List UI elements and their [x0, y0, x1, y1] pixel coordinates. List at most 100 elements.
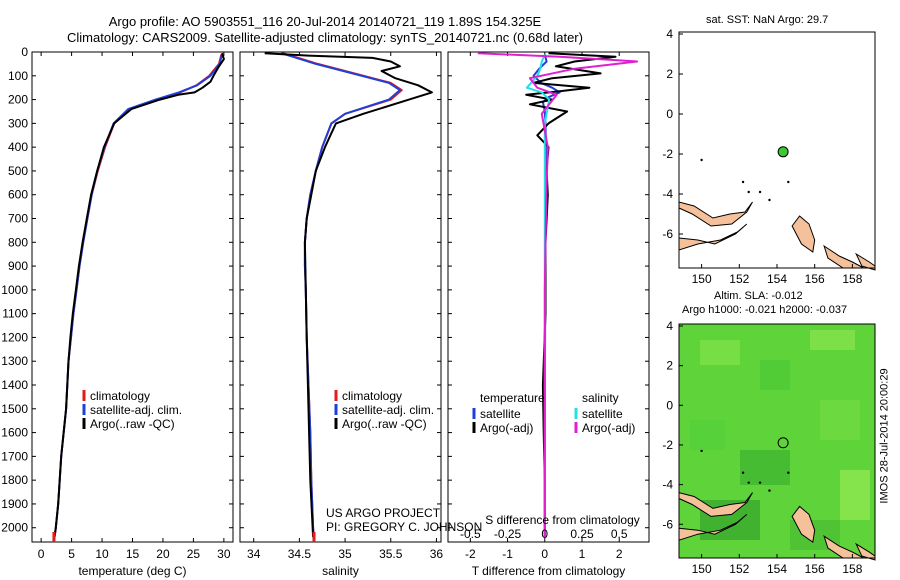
map-y-tick-label: -6	[662, 517, 673, 531]
map-y-tick-label: 2	[666, 67, 673, 81]
series-line-difference-3	[477, 52, 639, 538]
legend-label-temperature: Argo(-adj)	[480, 421, 533, 435]
map-y-tick-label: -4	[662, 478, 673, 492]
plot-frame-salinity	[239, 51, 442, 543]
x-axis-label-difference: T difference from climatology	[472, 564, 626, 578]
argo-position-marker	[777, 146, 789, 158]
y-tick-label: 1700	[1, 449, 28, 463]
top-scale-label: 0	[541, 527, 548, 541]
y-tick-label: 0	[21, 45, 28, 59]
sla-patch	[690, 420, 725, 450]
map1-title: sat. SST: NaN Argo: 29.7	[706, 14, 829, 26]
land-mass	[678, 223, 748, 251]
sla-patch	[760, 360, 790, 390]
y-tick-label: 1200	[1, 330, 28, 344]
small-islet	[747, 190, 750, 194]
map-y-tick-label: 4	[666, 319, 673, 333]
y-tick-label: 1100	[2, 307, 28, 321]
y-tick-label: 2000	[1, 521, 28, 535]
map-x-tick-label: 156	[805, 272, 825, 286]
legend-label-salinity: satellite	[582, 407, 623, 421]
map-y-tick-label: 0	[666, 398, 673, 412]
land-mass	[678, 514, 748, 541]
argo-position-marker	[777, 437, 789, 449]
y-tick-label: 700	[8, 212, 28, 226]
map-y-tick-label: 2	[666, 359, 673, 373]
credit-line1: US ARGO PROJECT	[326, 506, 441, 520]
y-tick-label: 600	[8, 188, 28, 202]
map-x-tick-label: 150	[692, 272, 712, 286]
y-tick-label: 400	[8, 140, 28, 154]
x-tick-label-difference: 2	[616, 547, 623, 561]
land-mass	[791, 215, 816, 253]
map-y-tick-label: 4	[666, 27, 673, 41]
top-scale-label: -0.5	[460, 527, 481, 541]
legend-label-salinity: satellite-adj. clim.	[342, 403, 434, 417]
sla-patch	[810, 330, 855, 350]
x-tick-label-temperature: 5	[68, 547, 75, 561]
legend-label-temperature: satellite	[480, 407, 521, 421]
x-tick-label-temperature: 0	[38, 547, 45, 561]
legend-header-salinity: salinity	[582, 391, 619, 405]
x-tick-label-temperature: 15	[126, 547, 140, 561]
map-x-tick-label: 158	[842, 562, 862, 576]
x-tick-label-salinity: 34	[247, 547, 261, 561]
small-islet	[787, 471, 790, 474]
y-tick-label: 300	[8, 116, 28, 130]
small-islet	[768, 489, 771, 492]
credit-line2: PI: GREGORY C. JOHNSON	[326, 520, 482, 534]
small-islet	[700, 449, 703, 453]
map-x-tick-label: 150	[692, 562, 712, 576]
series-line-salinity-2	[264, 52, 433, 538]
land-mass	[678, 491, 753, 517]
map-y-tick-label: -2	[662, 438, 673, 452]
y-tick-label: 500	[8, 164, 28, 178]
top-scale-label: -0.25	[494, 527, 522, 541]
figure-title-line1: Argo profile: AO 5903551_116 20-Jul-2014…	[108, 14, 542, 29]
small-islet	[700, 158, 703, 162]
map-x-tick-label: 154	[767, 562, 787, 576]
legend-label-salinity: climatology	[342, 389, 402, 403]
x-tick-label-difference: 1	[579, 547, 586, 561]
small-islet	[768, 198, 771, 202]
land-mass	[678, 201, 753, 227]
sla-patch	[740, 450, 790, 485]
map-x-tick-label: 154	[767, 272, 787, 286]
x-axis-label-salinity: salinity	[322, 564, 359, 578]
map-background	[679, 32, 875, 268]
legend-label-temperature: climatology	[90, 389, 150, 403]
legend-label-temperature: Argo(..raw -QC)	[90, 417, 175, 431]
x-tick-label-difference: -1	[502, 547, 513, 561]
map-group-map_sst	[678, 31, 876, 271]
map-y-tick-label: -6	[662, 227, 673, 241]
top-scale-label: 0.25	[570, 527, 594, 541]
map-group-map_sla	[678, 323, 876, 561]
map-y-tick-label: -2	[662, 147, 673, 161]
x-tick-label-temperature: 30	[217, 547, 231, 561]
sla-patch	[700, 340, 740, 365]
plot-frame-temperature	[31, 51, 234, 543]
y-tick-label: 1900	[1, 497, 28, 511]
legend-label-salinity: Argo(-adj)	[582, 421, 635, 435]
x-tick-label-salinity: 35	[338, 547, 352, 561]
x-axis-label-temperature: temperature (deg C)	[78, 564, 186, 578]
y-tick-label: 1400	[1, 378, 28, 392]
legend-header-temperature: temperature	[480, 391, 545, 405]
y-tick-label: 1600	[1, 426, 28, 440]
x-tick-label-difference: 0	[541, 547, 548, 561]
x-tick-label-temperature: 10	[95, 547, 109, 561]
map-x-tick-label: 152	[729, 272, 749, 286]
small-islet	[758, 481, 762, 484]
y-tick-label: 200	[8, 93, 28, 107]
map-x-tick-label: 152	[729, 562, 749, 576]
small-islet	[747, 481, 750, 484]
sla-patch	[840, 470, 870, 520]
x-tick-label-salinity: 36	[430, 547, 444, 561]
top-scale-axis-label: S difference from climatology	[485, 513, 640, 527]
legend-label-temperature: satellite-adj. clim.	[90, 403, 182, 417]
x-tick-label-temperature: 25	[187, 547, 201, 561]
plot-frame-difference	[447, 51, 650, 543]
land-mass	[791, 505, 816, 543]
y-tick-label: 1500	[1, 402, 28, 416]
